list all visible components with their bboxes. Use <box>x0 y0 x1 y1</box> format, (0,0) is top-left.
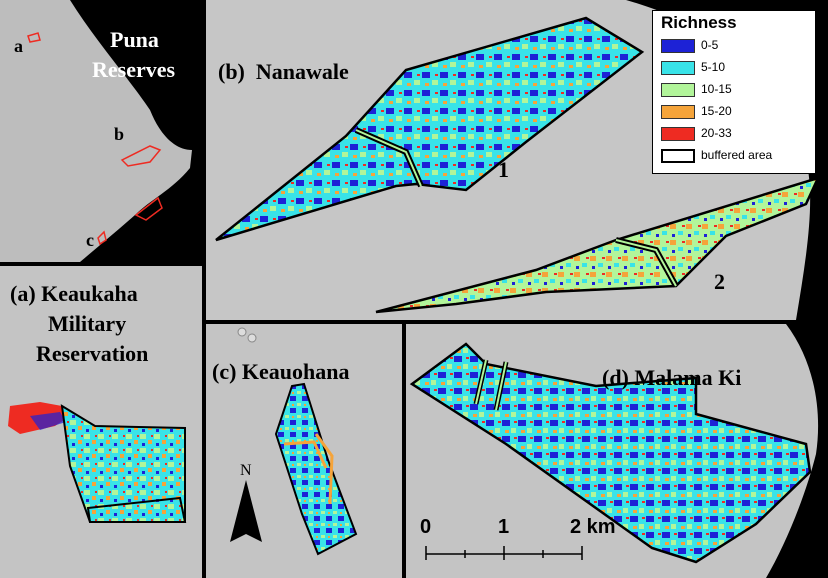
legend-item: 20-33 <box>661 125 811 143</box>
north-arrow-label: N <box>240 462 252 479</box>
legend-swatch <box>661 127 695 141</box>
overview-title-line1: Puna <box>110 27 159 52</box>
scale-tick-0: 0 <box>420 516 432 538</box>
panel-d-map <box>406 324 828 578</box>
legend-label: 5-10 <box>701 60 726 74</box>
legend-label: 0-5 <box>701 38 719 52</box>
panel-a-title-line2: Military <box>48 311 127 336</box>
scale-bar <box>425 546 583 560</box>
zone-1-buffer-line-inner <box>355 129 422 187</box>
zone-1-reserve <box>215 16 645 242</box>
zone-2-reserve <box>375 175 821 314</box>
legend: Richness 0-5 5-10 10-15 15-20 20-33 buff… <box>652 10 816 174</box>
legend-label: buffered area <box>701 148 773 162</box>
legend-item: 0-5 <box>661 37 811 55</box>
panel-c-buffer-2 <box>314 433 334 505</box>
legend-title: Richness <box>661 13 737 32</box>
reserve-outline-d <box>134 196 163 221</box>
overview-map <box>0 0 202 262</box>
panel-b-title: (b) Nanawale <box>218 59 349 84</box>
legend-label: 15-20 <box>701 104 732 118</box>
cinder-cone-1 <box>237 327 247 337</box>
panel-d-title: (d) Malama Ki <box>602 365 742 390</box>
legend-swatch <box>661 105 695 119</box>
legend-item: 15-20 <box>661 103 811 121</box>
overview-label-b: b <box>114 124 125 144</box>
zone-2-label: 2 <box>714 269 725 294</box>
panel-a: (a) Keaukaha Military Reservation <box>0 266 202 578</box>
panel-c-reserve <box>274 382 358 556</box>
panel-c-title: (c) Keauohana <box>212 359 350 384</box>
scale-tick-1: 1 <box>498 516 510 538</box>
reserve-outline-b <box>120 145 162 167</box>
legend-swatch <box>661 39 695 53</box>
panel-d: (d) Malama Ki 0 1 2 km <box>406 324 828 578</box>
legend-item: 5-10 <box>661 59 811 77</box>
reserve-outline-c <box>97 230 107 246</box>
overview-label-a: a <box>14 36 23 56</box>
legend-swatch-buffer <box>661 149 695 163</box>
panel-d-buffer-inner <box>475 359 507 411</box>
panel-a-buffer <box>86 496 187 523</box>
overview-title-line2: Reserves <box>92 57 176 82</box>
panel-c-map <box>206 324 402 578</box>
panel-a-west-dense <box>30 412 66 430</box>
legend-item: 10-15 <box>661 81 811 99</box>
legend-swatch <box>661 83 695 97</box>
overview-label-c: c <box>86 230 94 250</box>
zone-1-label: 1 <box>498 157 509 182</box>
overview-panel: Puna Reserves a b d c <box>0 0 202 262</box>
panel-a-title-line1: (a) Keaukaha <box>10 281 138 306</box>
overview-label-d: d <box>160 190 171 210</box>
legend-label: 10-15 <box>701 82 732 96</box>
legend-label: 20-33 <box>701 126 732 140</box>
zone-2-buffer-line-inner <box>615 239 677 287</box>
legend-item: buffered area <box>661 147 811 165</box>
scale-tick-2: 2 km <box>570 516 616 538</box>
reserve-outline-a <box>27 32 41 43</box>
north-arrow-icon <box>230 480 262 542</box>
panel-c-buffer-1 <box>283 440 328 469</box>
panel-c: (c) Keauohana N <box>206 324 402 578</box>
panel-a-title-line3: Reservation <box>36 341 149 366</box>
island-terrain <box>0 0 192 262</box>
cinder-cone-2 <box>247 333 257 343</box>
panel-d-ocean <box>766 324 828 578</box>
panel-a-map <box>0 266 202 578</box>
legend-swatch <box>661 61 695 75</box>
